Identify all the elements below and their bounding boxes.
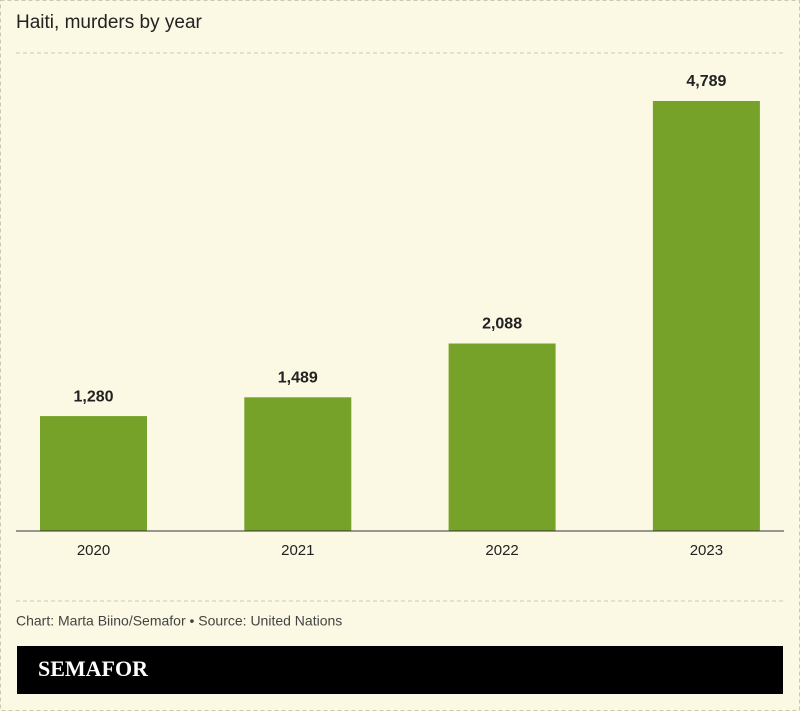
- chart-title: Haiti, murders by year: [16, 12, 203, 33]
- x-tick-label: 2021: [281, 542, 314, 559]
- bar: [40, 416, 147, 531]
- bar: [652, 101, 760, 531]
- value-label: 1,280: [73, 388, 113, 405]
- plot-area: 1,280 2020 1,489 2021 2,088 2022 4,789 2023: [16, 73, 784, 559]
- x-tick-label: 2023: [690, 542, 723, 559]
- value-label: 2,088: [482, 316, 522, 333]
- x-tick-label: 2020: [77, 542, 110, 559]
- x-tick-label: 2022: [485, 542, 518, 559]
- bar: [244, 397, 352, 531]
- logo-banner: [17, 646, 783, 694]
- value-label: 1,489: [278, 370, 318, 387]
- value-label: 4,789: [686, 73, 726, 90]
- source-note: Chart: Marta Biino/Semafor • Source: Uni…: [16, 613, 342, 629]
- logo: SEMAFOR: [38, 656, 149, 681]
- bar: [448, 343, 556, 531]
